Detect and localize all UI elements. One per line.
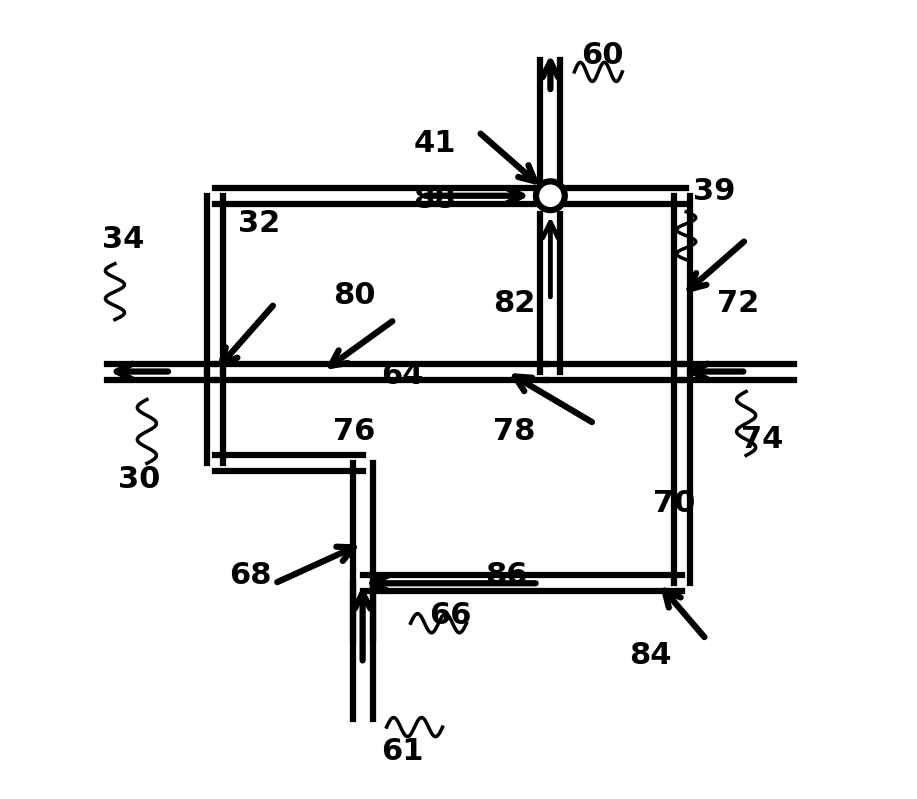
Text: 32: 32	[238, 209, 280, 238]
Text: 76: 76	[334, 417, 376, 446]
Text: 70: 70	[653, 489, 695, 518]
Text: 41: 41	[414, 129, 456, 158]
Text: 64: 64	[381, 361, 424, 390]
Text: 78: 78	[493, 417, 536, 446]
Text: 66: 66	[429, 601, 471, 630]
Text: 84: 84	[629, 641, 671, 670]
Text: 68: 68	[229, 561, 272, 590]
Text: 72: 72	[717, 289, 759, 318]
Text: 82: 82	[493, 289, 536, 318]
Circle shape	[536, 181, 565, 210]
Text: 39: 39	[693, 177, 735, 206]
Text: 88: 88	[414, 185, 456, 214]
Text: 30: 30	[117, 465, 160, 494]
Text: 60: 60	[581, 42, 624, 70]
Text: 34: 34	[102, 225, 144, 254]
Text: 86: 86	[485, 561, 527, 590]
Text: 61: 61	[381, 737, 424, 765]
Text: 80: 80	[334, 281, 376, 310]
Text: 74: 74	[741, 425, 783, 454]
